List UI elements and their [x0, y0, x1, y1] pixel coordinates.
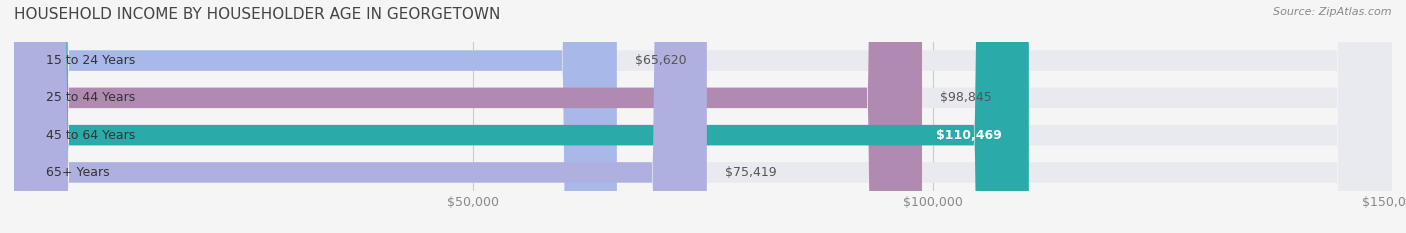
Text: $110,469: $110,469 — [935, 129, 1001, 142]
FancyBboxPatch shape — [14, 0, 707, 233]
Text: $98,845: $98,845 — [941, 91, 993, 104]
Text: $65,620: $65,620 — [636, 54, 688, 67]
Text: 15 to 24 Years: 15 to 24 Years — [46, 54, 135, 67]
Text: 65+ Years: 65+ Years — [46, 166, 110, 179]
Text: $75,419: $75,419 — [725, 166, 778, 179]
Text: 25 to 44 Years: 25 to 44 Years — [46, 91, 135, 104]
FancyBboxPatch shape — [14, 0, 1392, 233]
Text: HOUSEHOLD INCOME BY HOUSEHOLDER AGE IN GEORGETOWN: HOUSEHOLD INCOME BY HOUSEHOLDER AGE IN G… — [14, 7, 501, 22]
FancyBboxPatch shape — [14, 0, 1029, 233]
FancyBboxPatch shape — [14, 0, 1392, 233]
Text: Source: ZipAtlas.com: Source: ZipAtlas.com — [1274, 7, 1392, 17]
FancyBboxPatch shape — [14, 0, 922, 233]
FancyBboxPatch shape — [14, 0, 1392, 233]
FancyBboxPatch shape — [14, 0, 1392, 233]
Text: 45 to 64 Years: 45 to 64 Years — [46, 129, 135, 142]
FancyBboxPatch shape — [14, 0, 617, 233]
